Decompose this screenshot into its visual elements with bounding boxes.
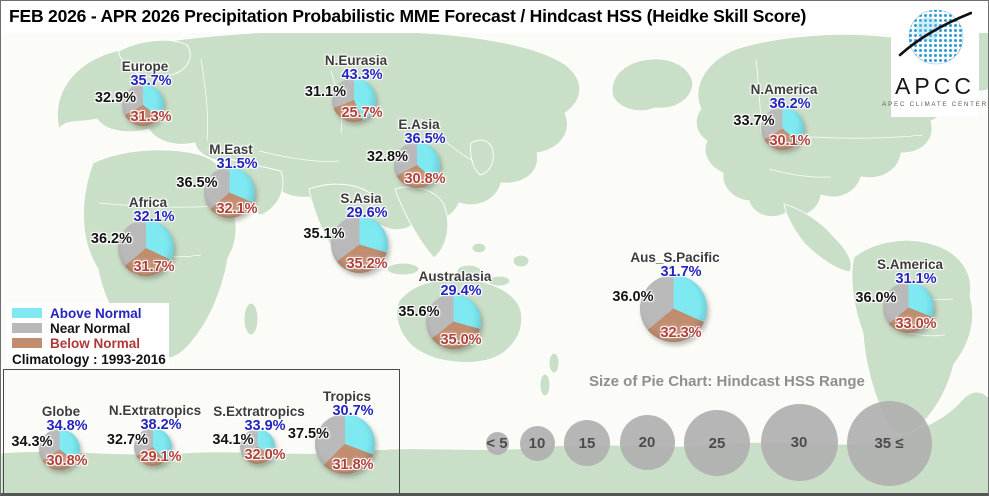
region-name-label: Tropics <box>322 389 372 404</box>
summary-inset-box <box>3 369 400 493</box>
below-normal-value: 29.1% <box>140 449 182 465</box>
above-normal-value: 31.7% <box>660 263 702 280</box>
below-normal-value: 31.8% <box>332 457 374 473</box>
near-normal-label: Near Normal <box>50 320 131 336</box>
size-circle-35: 35 ≤ <box>846 400 932 486</box>
color-legend: Above Normal Near Normal Below Normal Cl… <box>7 303 169 367</box>
legend-row-below: Below Normal <box>12 336 164 350</box>
size-circle-10: 10 <box>519 425 555 461</box>
above-normal-value: 32.1% <box>133 209 175 225</box>
pie-chart-m-east <box>203 166 255 218</box>
legend-row-near: Near Normal <box>12 321 164 335</box>
region-name-label: Australasia <box>418 268 492 284</box>
pie-chart-s-america <box>882 281 934 333</box>
above-normal-value: 34.8% <box>46 417 88 434</box>
near-normal-swatch <box>12 323 42 333</box>
region-name-label: Aus_S.Pacific <box>630 249 720 265</box>
near-normal-value: 32.8% <box>366 149 408 166</box>
pie-chart-europe <box>122 84 164 126</box>
apcc-logo-text: APCC <box>895 73 975 99</box>
below-normal-value: 32.1% <box>216 200 258 217</box>
region-name-label: Globe <box>41 403 81 419</box>
region-name-label: N.Extratropics <box>108 403 202 418</box>
below-normal-value: 25.7% <box>341 105 383 121</box>
climatology-label: Climatology : 1993-2016 <box>12 352 166 367</box>
near-normal-value: 33.7% <box>733 112 775 129</box>
title-band <box>1 1 988 33</box>
near-normal-value: 32.7% <box>106 432 148 449</box>
near-normal-value: 35.1% <box>303 226 345 243</box>
below-normal-value: 31.7% <box>133 259 175 275</box>
region-name-label: N.America <box>750 81 818 97</box>
pie-chart-australasia <box>425 293 481 349</box>
above-normal-value: 38.2% <box>140 417 182 433</box>
pie-chart-tropics <box>315 414 375 474</box>
above-normal-value: 43.3% <box>341 67 383 83</box>
near-normal-value: 37.5% <box>287 426 329 442</box>
apcc-logo: APCC APEC CLIMATE CENTER <box>882 3 986 117</box>
pie-chart-n-eurasia <box>332 78 376 122</box>
above-normal-value: 36.5% <box>404 131 446 147</box>
below-normal-value: 35.0% <box>440 331 482 348</box>
pie-chart-globe <box>38 428 80 470</box>
near-normal-value: 32.9% <box>94 89 136 106</box>
below-normal-value: 31.3% <box>130 109 172 125</box>
above-normal-value: 30.7% <box>332 403 374 419</box>
near-normal-value: 36.5% <box>176 175 218 192</box>
size-circle-30: 30 <box>760 403 838 481</box>
apcc-logo-subtitle: APEC CLIMATE CENTER <box>882 101 988 108</box>
apcc-globe-icon <box>898 9 972 65</box>
size-circle-15: 15 <box>564 420 610 466</box>
below-normal-swatch <box>12 338 42 348</box>
near-normal-value: 34.3% <box>11 433 53 450</box>
size-circle-20: 20 <box>619 414 675 470</box>
below-normal-value: 32.3% <box>660 324 702 341</box>
near-normal-value: 36.0% <box>855 290 897 307</box>
above-normal-value: 29.4% <box>440 282 482 299</box>
above-normal-value: 31.1% <box>895 270 937 287</box>
pie-chart-n-extratropics <box>134 428 172 466</box>
pie-chart-s-extratropics <box>239 428 275 464</box>
above-normal-value: 33.9% <box>244 417 286 434</box>
below-normal-value: 30.8% <box>404 171 446 187</box>
above-normal-label: Above Normal <box>50 305 142 321</box>
below-normal-value: 35.2% <box>346 255 388 272</box>
figure-title: FEB 2026 - APR 2026 Precipitation Probab… <box>9 6 807 26</box>
above-normal-value: 36.2% <box>769 95 811 112</box>
above-normal-swatch <box>12 308 42 318</box>
region-name-label: S.Asia <box>340 190 382 206</box>
pie-chart-e-asia <box>394 142 440 188</box>
region-name-label: N.Eurasia <box>324 53 388 68</box>
region-name-label: Africa <box>128 195 168 210</box>
legend-row-above: Above Normal <box>12 306 164 320</box>
pie-chart-s-asia <box>330 215 388 273</box>
near-normal-value: 36.2% <box>90 230 132 247</box>
pie-chart-n-america <box>760 106 804 150</box>
size-legend-title: Size of Pie Chart: Hindcast HSS Range <box>589 373 865 390</box>
size-circle-25: 25 <box>684 410 750 476</box>
pie-chart-africa <box>118 220 174 276</box>
near-normal-value: 36.0% <box>612 288 654 305</box>
region-name-label: S.Extratropics <box>213 403 305 419</box>
region-name-label: M.East <box>209 141 253 157</box>
above-normal-value: 35.7% <box>130 73 172 89</box>
pie-chart-aus-s-pacific <box>639 274 707 342</box>
below-normal-value: 30.1% <box>769 132 811 149</box>
below-normal-label: Below Normal <box>50 335 141 351</box>
above-normal-value: 29.6% <box>346 204 388 221</box>
above-normal-value: 31.5% <box>216 155 258 172</box>
below-normal-value: 30.8% <box>46 452 88 469</box>
below-normal-value: 32.0% <box>244 446 286 463</box>
near-normal-value: 35.6% <box>398 303 440 320</box>
region-name-label: S.America <box>876 256 944 272</box>
near-normal-value: 34.1% <box>212 431 254 448</box>
near-normal-value: 31.1% <box>304 84 346 101</box>
size-circle-5: < 5 <box>485 431 509 455</box>
below-normal-value: 33.0% <box>895 315 937 332</box>
region-name-label: Europe <box>121 59 169 74</box>
region-name-label: E.Asia <box>398 117 440 132</box>
